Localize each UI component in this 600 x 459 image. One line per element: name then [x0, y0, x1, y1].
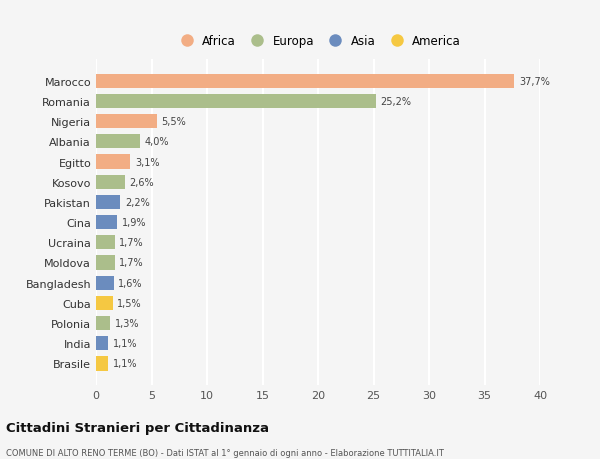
Bar: [96, 196, 121, 209]
Text: 1,1%: 1,1%: [113, 358, 137, 369]
Text: 5,5%: 5,5%: [161, 117, 186, 127]
Text: 1,5%: 1,5%: [117, 298, 142, 308]
Bar: [96, 336, 108, 351]
Text: COMUNE DI ALTO RENO TERME (BO) - Dati ISTAT al 1° gennaio di ogni anno - Elabora: COMUNE DI ALTO RENO TERME (BO) - Dati IS…: [6, 448, 444, 457]
Text: 4,0%: 4,0%: [145, 137, 169, 147]
Text: 2,6%: 2,6%: [130, 177, 154, 187]
Text: 37,7%: 37,7%: [519, 77, 550, 87]
Bar: [96, 216, 117, 230]
Bar: [96, 276, 114, 290]
Bar: [96, 115, 157, 129]
Bar: [96, 175, 125, 190]
Bar: [96, 95, 376, 109]
Bar: [96, 357, 108, 371]
Bar: [96, 256, 115, 270]
Bar: [96, 135, 140, 149]
Bar: [96, 236, 115, 250]
Text: 1,9%: 1,9%: [122, 218, 146, 228]
Text: Cittadini Stranieri per Cittadinanza: Cittadini Stranieri per Cittadinanza: [6, 421, 269, 434]
Bar: [96, 155, 130, 169]
Bar: [96, 74, 514, 89]
Text: 1,7%: 1,7%: [119, 238, 144, 248]
Legend: Africa, Europa, Asia, America: Africa, Europa, Asia, America: [173, 33, 463, 50]
Bar: [96, 316, 110, 330]
Text: 1,1%: 1,1%: [113, 339, 137, 348]
Text: 1,7%: 1,7%: [119, 258, 144, 268]
Text: 25,2%: 25,2%: [380, 97, 411, 106]
Text: 1,6%: 1,6%: [118, 278, 143, 288]
Text: 3,1%: 3,1%: [135, 157, 160, 167]
Bar: [96, 296, 113, 310]
Text: 1,3%: 1,3%: [115, 319, 139, 328]
Text: 2,2%: 2,2%: [125, 197, 149, 207]
